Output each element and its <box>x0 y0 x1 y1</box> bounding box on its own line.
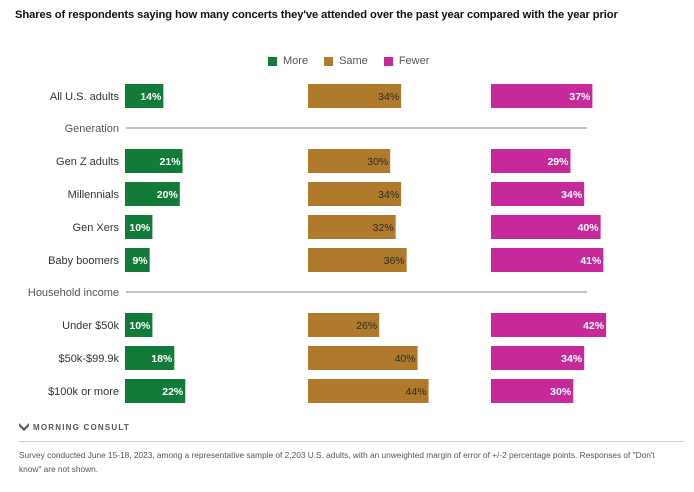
data-label-fewer: 37% <box>569 91 591 103</box>
bar-fewer <box>491 215 601 239</box>
bar-same <box>308 248 407 272</box>
data-label-same: 34% <box>378 189 399 201</box>
data-label-fewer: 34% <box>561 353 583 365</box>
category-label: Gen Xers <box>73 222 120 234</box>
data-label-more: 10% <box>129 320 151 332</box>
legend-item-fewer: Fewer <box>383 55 430 67</box>
bar-fewer <box>491 313 607 337</box>
data-label-same: 26% <box>356 320 377 332</box>
legend-swatch-more <box>268 56 277 66</box>
morning-consult-logo-icon <box>19 423 29 431</box>
legend-swatch-same <box>324 56 334 66</box>
data-label-fewer: 29% <box>547 156 569 168</box>
data-label-fewer: 30% <box>550 386 572 398</box>
data-label-more: 14% <box>140 91 162 103</box>
data-label-more: 22% <box>162 386 184 398</box>
bar-fewer <box>491 379 574 403</box>
data-label-more: 18% <box>151 353 173 365</box>
brand-name: MORNING CONSULT <box>33 423 130 432</box>
data-label-same: 44% <box>406 386 427 398</box>
data-label-same: 40% <box>395 353 416 365</box>
legend-label-fewer: Fewer <box>398 55 430 67</box>
bar-more <box>125 182 180 206</box>
bar-more <box>125 215 153 239</box>
category-label: Millennials <box>68 189 120 201</box>
category-label: Baby boomers <box>48 255 119 267</box>
data-label-fewer: 42% <box>583 320 605 332</box>
bar-chart: All U.S. adults 14% 34% 37% Generation Gen Z … <box>28 84 607 403</box>
legend-item-same: Same <box>324 55 368 67</box>
bar-more <box>125 313 153 337</box>
brand-logo: MORNING CONSULT <box>19 423 130 432</box>
data-label-same: 32% <box>373 222 394 234</box>
bar-more <box>125 84 164 108</box>
data-label-more: 20% <box>157 189 179 201</box>
legend-item-more: More <box>268 55 308 67</box>
data-label-same: 30% <box>367 156 388 168</box>
category-label: Under $50k <box>62 320 119 332</box>
bar-same <box>308 215 396 239</box>
bar-same <box>308 313 380 337</box>
category-label: All U.S. adults <box>50 91 120 103</box>
data-label-fewer: 40% <box>578 222 600 234</box>
data-label-more: 9% <box>132 255 148 267</box>
data-label-fewer: 41% <box>580 255 602 267</box>
legend: More Same Fewer <box>268 55 429 67</box>
bar-more <box>125 346 175 370</box>
bar-more <box>125 379 186 403</box>
bar-fewer <box>491 248 604 272</box>
survey-note: Survey conducted June 15-18, 2023, among… <box>19 450 655 474</box>
legend-label-more: More <box>283 55 309 67</box>
category-label: Gen Z adults <box>56 156 119 168</box>
bar-more <box>125 248 150 272</box>
section-label: Household income <box>28 287 119 299</box>
bar-more <box>125 149 183 173</box>
footer-divider <box>19 441 684 442</box>
bar-same <box>308 84 402 108</box>
bar-fewer <box>491 346 585 370</box>
bar-same <box>308 182 402 206</box>
chart-title: Shares of respondents saying how many co… <box>15 9 618 21</box>
section-label: Generation <box>65 123 119 135</box>
legend-swatch-fewer <box>383 56 393 66</box>
bar-fewer <box>491 149 571 173</box>
data-label-more: 21% <box>160 156 182 168</box>
data-label-more: 10% <box>129 222 151 234</box>
bar-fewer <box>491 84 593 108</box>
data-label-same: 36% <box>384 255 405 267</box>
data-label-same: 34% <box>378 91 399 103</box>
legend-label-same: Same <box>339 55 368 67</box>
bar-same <box>308 149 391 173</box>
category-label: $50k-$99.9k <box>58 353 119 365</box>
category-label: $100k or more <box>48 386 119 398</box>
bar-same <box>308 346 418 370</box>
bar-fewer <box>491 182 585 206</box>
data-label-fewer: 34% <box>561 189 583 201</box>
bar-same <box>308 379 429 403</box>
